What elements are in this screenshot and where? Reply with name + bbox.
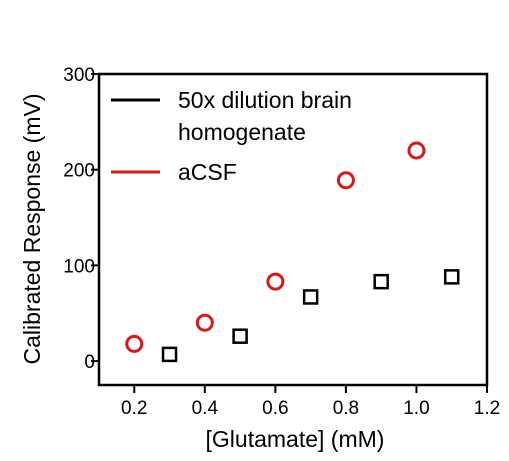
data-series [125,141,460,363]
y-tick-label: 100 [63,256,95,277]
x-tick-label: 0.4 [192,398,219,419]
data-point [161,346,178,363]
x-tick-label: 1.2 [474,398,500,419]
y-axis-title: Calibrated Response (mV) [19,93,45,364]
x-tick-label: 0.2 [121,398,147,419]
data-point [443,269,460,285]
data-point [125,334,144,353]
plot-frame [97,72,489,387]
x-tick-label: 0.6 [262,398,288,419]
data-point [302,289,319,305]
y-tick-label: 200 [63,161,95,182]
x-tick-label: 0.8 [333,398,359,419]
x-axis-title: [Glutamate] (mM) [206,426,385,452]
data-point [373,273,389,290]
legend-label: 50x dilution brain [178,87,352,113]
data-point [195,313,214,332]
y-tick-label: 0 [84,352,95,373]
legend-label: homogenate [178,119,306,145]
x-tick-label: 1.0 [403,398,429,419]
data-point [266,272,285,291]
y-axis: 0 100 200 300 [63,65,99,373]
x-axis: 0.2 0.4 0.6 0.8 1.0 1.2 [121,385,500,419]
data-point [407,141,426,160]
data-point [336,171,355,190]
data-point [232,328,248,344]
y-tick-label: 300 [63,65,95,86]
legend-label: aCSF [178,159,237,185]
legend: 50x dilution brain homogenate aCSF [111,87,352,185]
